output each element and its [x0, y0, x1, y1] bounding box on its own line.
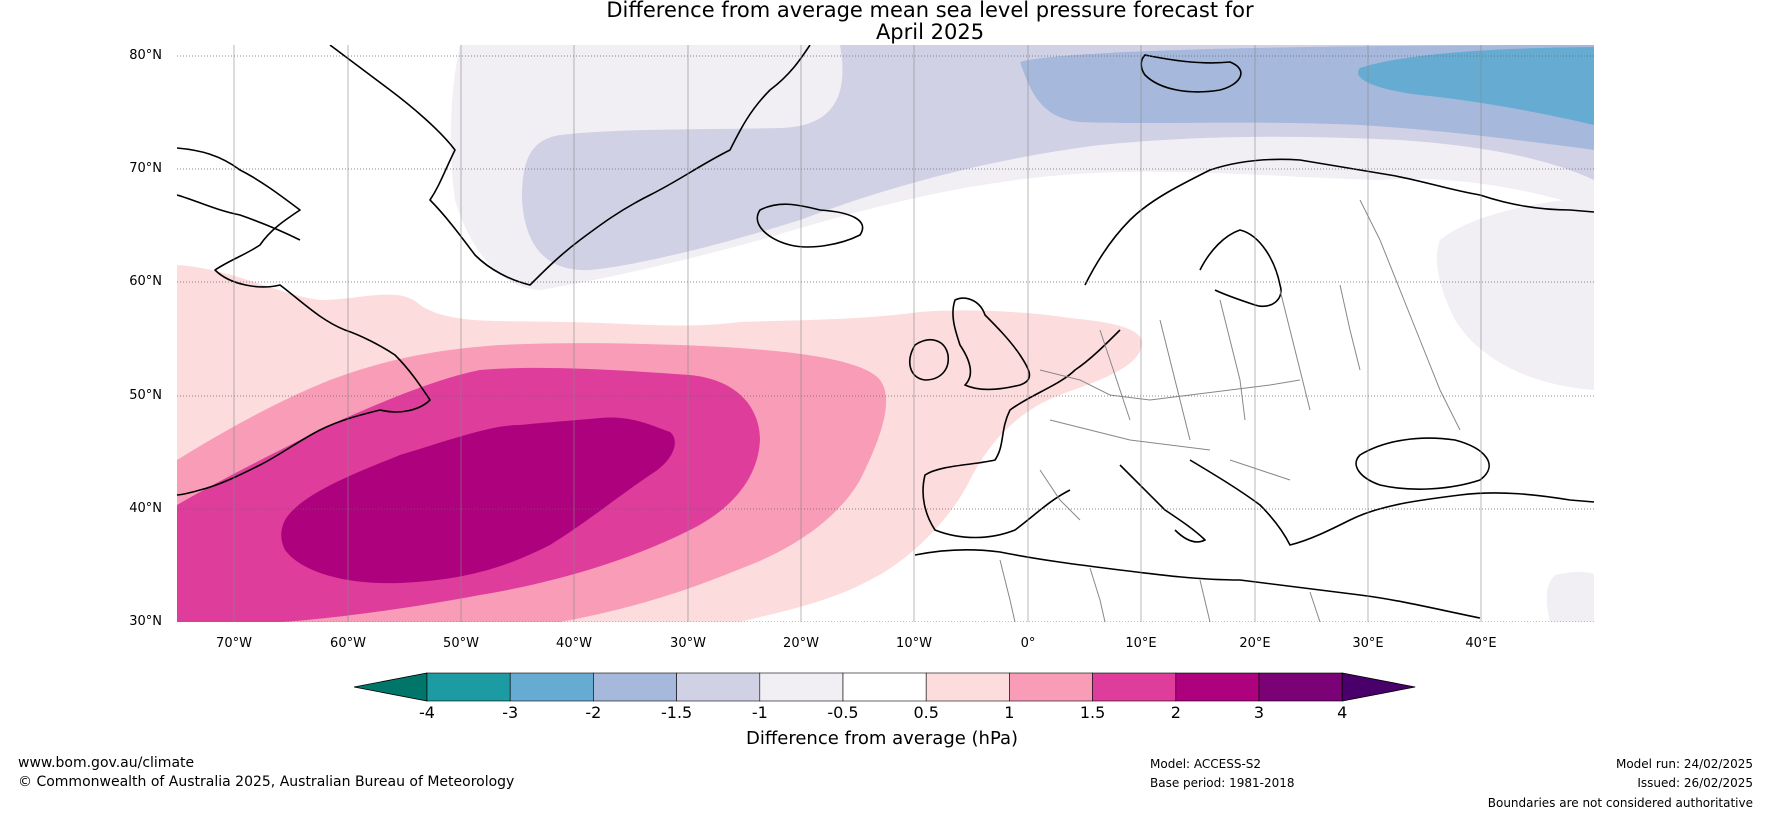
- colorbar-swatch: [1175, 672, 1260, 702]
- coastline-italy: [1119, 464, 1206, 543]
- lon-label-70w: 70°W: [216, 636, 252, 651]
- lon-label-50w: 50°W: [443, 636, 479, 651]
- lat-label-50n: 50°N: [129, 388, 162, 403]
- lon-label-60w: 60°W: [330, 636, 366, 651]
- colorbar-tick-label: -0.5: [827, 703, 859, 722]
- issued-text: Issued: 26/02/2025: [1637, 776, 1753, 790]
- colorbar-swatch-max-arrow: [1341, 672, 1416, 702]
- colorbar-tick-label: 1.5: [1079, 703, 1106, 722]
- colorbar-swatch-min-arrow: [353, 672, 428, 702]
- coastline-great-britain: [952, 297, 1031, 391]
- colorbar-swatch: [676, 672, 761, 702]
- coastline-labrador: [177, 194, 301, 241]
- lat-label-80n: 80°N: [129, 48, 162, 63]
- lon-label-30e: 30°E: [1352, 636, 1384, 651]
- colorbar-swatch: [1092, 672, 1177, 702]
- lat-label-30n: 30°N: [129, 614, 162, 629]
- colorbar-tick-label: -4: [419, 703, 435, 722]
- lon-label-10w: 10°W: [896, 636, 932, 651]
- coastline-ireland: [909, 339, 950, 381]
- colorbar-swatch: [593, 672, 677, 702]
- lon-label-20e: 20°E: [1239, 636, 1271, 651]
- coastline-svalbard: [1140, 54, 1242, 93]
- map-plot-area: [177, 45, 1594, 622]
- colorbar-swatch: [426, 672, 511, 702]
- coastlines: [177, 45, 1594, 619]
- copyright-text: © Commonwealth of Australia 2025, Austra…: [18, 774, 515, 790]
- colorbar-tick-label: 0.5: [913, 703, 939, 722]
- colorbar-tick-label: 4: [1337, 703, 1348, 722]
- lon-label-40w: 40°W: [556, 636, 592, 651]
- colorbar-swatches: [353, 672, 1416, 702]
- coastline-north-africa: [914, 549, 1481, 619]
- lon-label-40e: 40°E: [1465, 636, 1497, 651]
- model-text: Model: ACCESS-S2: [1150, 757, 1262, 771]
- colorbar-label: Difference from average (hPa): [746, 728, 1019, 749]
- border-lines-africa: [999, 559, 1321, 622]
- disclaimer-text: Boundaries are not considered authoritat…: [1487, 796, 1753, 810]
- coastline-black-sea: [1355, 437, 1490, 490]
- lat-label-60n: 60°N: [129, 274, 162, 289]
- colorbar-tick-label: -1: [751, 703, 768, 722]
- map-meridians: [233, 45, 1482, 622]
- coastline-balkans: [1189, 459, 1594, 546]
- base-period-text: Base period: 1981-2018: [1150, 776, 1295, 790]
- website-link[interactable]: www.bom.gov.au/climate: [18, 755, 195, 771]
- lat-label-40n: 40°N: [129, 501, 162, 516]
- contour-neg-2: [1358, 47, 1594, 125]
- border-lines-europe: [1039, 284, 1361, 521]
- coastline-iceland: [756, 203, 864, 248]
- contour-neg-0_5-east: [1436, 198, 1594, 390]
- coastline-baltic: [1199, 229, 1282, 307]
- colorbar-swatch: [759, 672, 844, 702]
- contour-pos-2: [281, 417, 675, 584]
- coastline-europe-west: [922, 329, 1121, 539]
- colorbar-tick-label: -1.5: [660, 703, 693, 722]
- colorbar-swatch: [842, 672, 927, 702]
- lon-label-20w: 20°W: [783, 636, 819, 651]
- model-run-text: Model run: 24/02/2025: [1615, 757, 1753, 771]
- colorbar-swatch: [509, 672, 594, 702]
- colorbar-swatch: [1258, 672, 1343, 702]
- coastline-greenland: [329, 45, 811, 286]
- border-lines-russia: [1359, 199, 1461, 431]
- coastline-north-america: [177, 147, 431, 496]
- contour-neg-0_5-se: [1546, 571, 1594, 622]
- colorbar-tick-label: 2: [1170, 703, 1181, 722]
- lat-label-70n: 70°N: [129, 161, 162, 176]
- map-gridlines: [177, 55, 1594, 622]
- lon-label-10e: 10°E: [1125, 636, 1157, 651]
- map-title-line2: April 2025: [875, 20, 985, 44]
- colorbar-swatch: [925, 672, 1010, 702]
- lon-label-0: 0°: [1020, 636, 1036, 651]
- country-borders: [999, 199, 1461, 622]
- colorbar-tick-label: 1: [1004, 703, 1015, 722]
- colorbar-tick-label: -2: [585, 703, 602, 722]
- colorbar-tick-label: -3: [502, 703, 519, 722]
- lon-label-30w: 30°W: [670, 636, 706, 651]
- map-title-line1: Difference from average mean sea level p…: [606, 0, 1254, 22]
- coastline-scandinavia: [1084, 158, 1594, 286]
- colorbar-tick-label: 3: [1253, 703, 1265, 722]
- colorbar-swatch: [1009, 672, 1093, 702]
